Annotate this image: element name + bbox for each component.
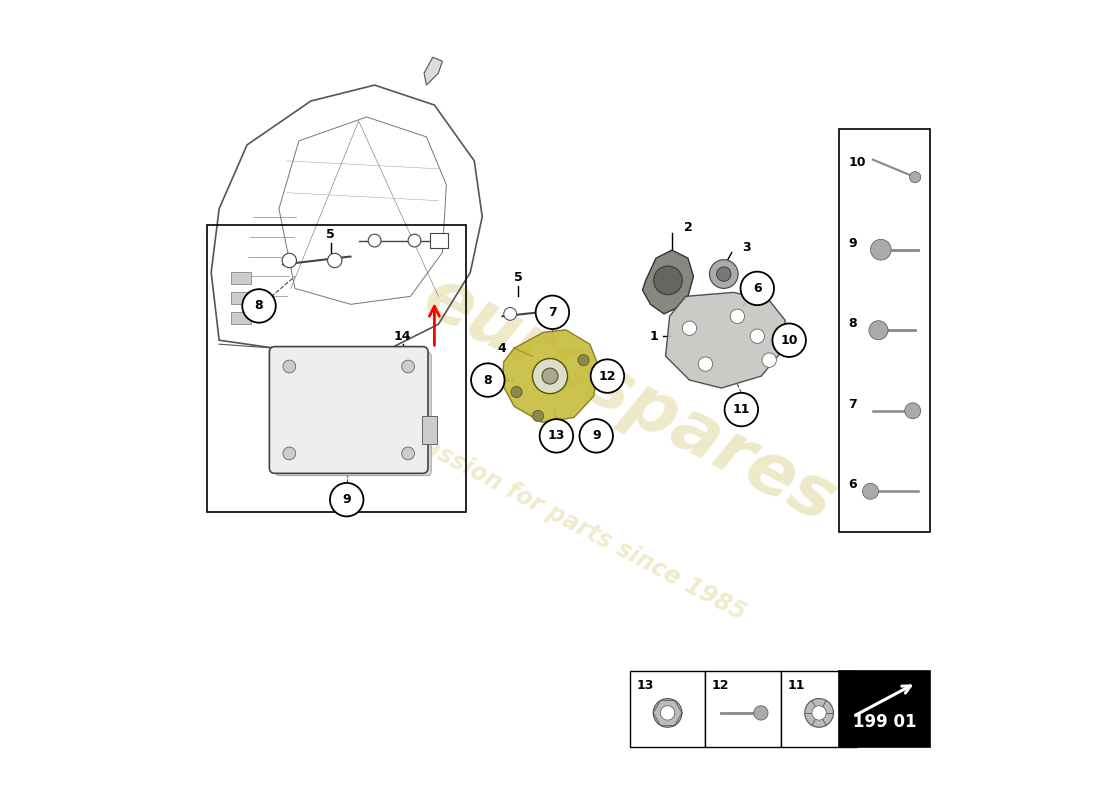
Circle shape: [805, 698, 834, 727]
Text: 3: 3: [741, 241, 750, 254]
Text: 5: 5: [514, 271, 522, 285]
Circle shape: [402, 360, 415, 373]
Text: 14: 14: [394, 330, 411, 342]
Circle shape: [542, 368, 558, 384]
FancyBboxPatch shape: [270, 346, 428, 474]
Circle shape: [283, 360, 296, 373]
Polygon shape: [666, 292, 785, 388]
Bar: [838, 129, 931, 531]
Circle shape: [408, 234, 421, 247]
Text: 8: 8: [484, 374, 492, 386]
Circle shape: [402, 447, 415, 460]
Circle shape: [510, 386, 522, 398]
Bar: [231, 292, 251, 304]
Polygon shape: [642, 250, 693, 314]
Polygon shape: [503, 330, 597, 422]
Circle shape: [910, 171, 921, 182]
Bar: [231, 273, 251, 285]
Circle shape: [282, 254, 297, 268]
Bar: [629, 671, 705, 746]
Circle shape: [368, 234, 381, 247]
Bar: [430, 234, 448, 248]
Bar: [422, 416, 437, 444]
Circle shape: [870, 239, 891, 260]
Circle shape: [653, 266, 682, 294]
Text: 12: 12: [712, 679, 729, 692]
Text: 11: 11: [788, 679, 805, 692]
Text: 9: 9: [592, 430, 601, 442]
Circle shape: [504, 307, 517, 320]
Text: 1: 1: [649, 330, 658, 342]
Circle shape: [328, 254, 342, 268]
Circle shape: [242, 289, 276, 322]
Circle shape: [653, 698, 682, 727]
Text: 5: 5: [327, 227, 336, 241]
Circle shape: [540, 419, 573, 453]
Text: 4: 4: [498, 342, 506, 354]
Text: 7: 7: [548, 306, 557, 319]
Circle shape: [905, 402, 921, 418]
Circle shape: [754, 706, 768, 720]
Circle shape: [762, 353, 777, 367]
FancyBboxPatch shape: [276, 352, 431, 476]
Circle shape: [580, 419, 613, 453]
Bar: [838, 671, 931, 746]
Text: 13: 13: [548, 430, 565, 442]
Text: 9: 9: [342, 493, 351, 506]
Text: 10: 10: [848, 156, 866, 170]
Text: a passion for parts since 1985: a passion for parts since 1985: [383, 414, 749, 625]
Text: 11: 11: [733, 403, 750, 416]
Circle shape: [730, 309, 745, 323]
Circle shape: [725, 393, 758, 426]
Circle shape: [532, 358, 568, 394]
Circle shape: [591, 359, 624, 393]
Bar: [781, 671, 857, 746]
Circle shape: [869, 321, 888, 340]
Circle shape: [532, 410, 543, 422]
Text: 8: 8: [848, 318, 857, 330]
Circle shape: [283, 447, 296, 460]
Circle shape: [471, 363, 505, 397]
Text: 9: 9: [848, 237, 857, 250]
Circle shape: [750, 329, 764, 343]
Circle shape: [698, 357, 713, 371]
Text: 6: 6: [848, 478, 857, 491]
Text: eurospares: eurospares: [411, 262, 848, 538]
Text: 199 01: 199 01: [852, 713, 916, 731]
Text: 8: 8: [255, 299, 263, 313]
Text: 13: 13: [636, 679, 653, 692]
Circle shape: [536, 295, 569, 329]
Circle shape: [862, 483, 879, 499]
Text: 7: 7: [848, 398, 857, 411]
Circle shape: [710, 260, 738, 288]
Bar: [231, 312, 251, 324]
Polygon shape: [424, 57, 442, 85]
Circle shape: [660, 706, 674, 720]
Bar: [207, 225, 466, 512]
Circle shape: [740, 272, 774, 305]
Circle shape: [578, 354, 590, 366]
Circle shape: [716, 267, 732, 282]
Text: 10: 10: [780, 334, 798, 346]
Circle shape: [330, 483, 363, 516]
Text: 12: 12: [598, 370, 616, 382]
Circle shape: [546, 307, 559, 320]
Text: 2: 2: [683, 221, 692, 234]
Text: 6: 6: [754, 282, 761, 295]
Circle shape: [772, 323, 806, 357]
Circle shape: [812, 706, 826, 720]
Bar: [705, 671, 781, 746]
Circle shape: [682, 321, 696, 335]
